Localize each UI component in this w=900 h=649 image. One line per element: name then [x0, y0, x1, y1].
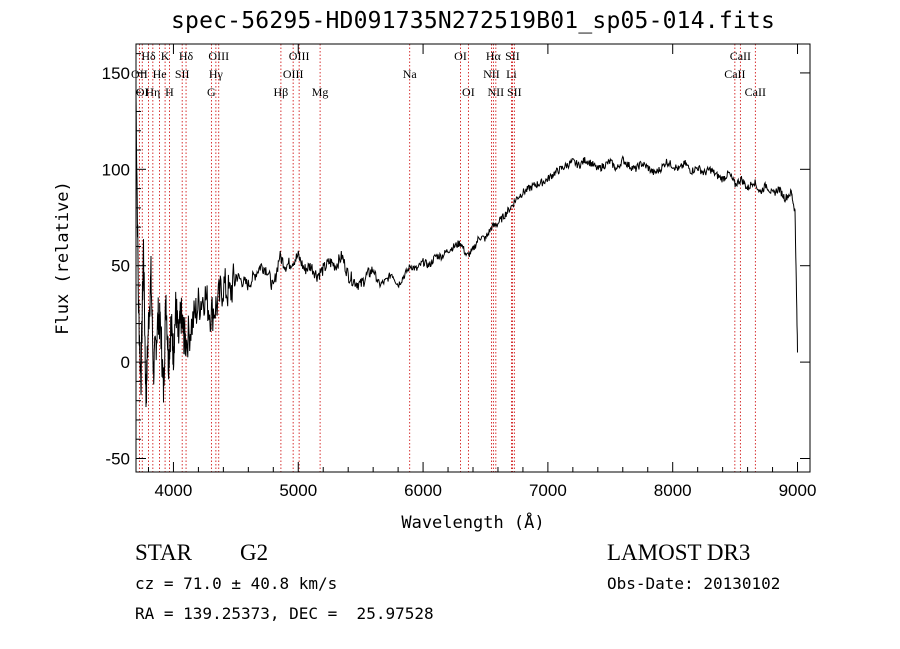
survey-name: LAMOST DR3 [607, 540, 751, 565]
marker-label-13: OIII [283, 67, 304, 81]
x-tick-label-1: 5000 [279, 481, 317, 500]
x-tick-label-5: 9000 [779, 481, 817, 500]
spectrum-line [135, 92, 798, 408]
x-axis-label: Wavelength (Å) [401, 511, 544, 533]
marker-label-14: Na [403, 67, 418, 81]
marker-label-7: SII [505, 49, 520, 63]
marker-label-23: Mg [312, 85, 329, 99]
marker-label-20: H [165, 85, 174, 99]
emission-line-markers [138, 44, 756, 472]
y-tick-label-0: -50 [105, 450, 130, 469]
spectrum-trace [135, 92, 798, 408]
marker-label-11: SII [175, 67, 190, 81]
marker-label-26: SII [507, 85, 522, 99]
marker-label-16: Li [506, 67, 517, 81]
y-tick-label-4: 150 [102, 64, 130, 83]
marker-label-22: Hβ [274, 85, 289, 99]
marker-label-27: CaII [745, 85, 766, 99]
marker-label-18: OI [136, 85, 149, 99]
x-tick-label-3: 7000 [529, 481, 567, 500]
marker-label-8: CaII [730, 49, 751, 63]
x-axis-ticks: 4000 5000 6000 7000 8000 9000 [147, 44, 817, 500]
observation-date: Obs-Date: 20130102 [607, 574, 781, 593]
marker-label-3: OIII [208, 49, 229, 63]
coordinates-readout: RA = 139.25373, DEC = 25.97528 [135, 604, 434, 623]
marker-label-9: OII [131, 67, 148, 81]
y-tick-label-3: 100 [102, 160, 130, 179]
chart-title: spec-56295-HD091735N272519B01_sp05-014.f… [170, 8, 776, 34]
marker-label-10: He [153, 67, 167, 81]
marker-label-19: Hη [145, 85, 160, 99]
y-axis-ticks: -50 0 50 100 150 [102, 53, 810, 469]
marker-label-15: NII [483, 67, 500, 81]
marker-label-6: Hα [486, 49, 502, 63]
marker-label-17: CaII [724, 67, 745, 81]
star-subclass: G2 [240, 540, 269, 565]
marker-label-21: G [207, 85, 216, 99]
y-tick-label-2: 50 [111, 257, 130, 276]
marker-label-25: NII [488, 85, 505, 99]
x-tick-label-4: 8000 [654, 481, 692, 500]
redshift-readout: cz = 71.0 ± 40.8 km/s [135, 574, 338, 593]
marker-label-24: OI [462, 85, 475, 99]
marker-label-2: Hδ [179, 49, 194, 63]
x-tick-label-0: 4000 [155, 481, 193, 500]
marker-label-1: K [161, 49, 170, 63]
star-class: STAR [135, 540, 192, 565]
marker-label-4: OIII [289, 49, 310, 63]
marker-label-5: OI [454, 49, 467, 63]
plot-frame [135, 43, 811, 473]
x-tick-label-2: 6000 [404, 481, 442, 500]
y-tick-label-1: 0 [121, 353, 130, 372]
y-axis-label: Flux (relative) [53, 181, 73, 335]
marker-label-0: Hδ [141, 49, 156, 63]
marker-label-12: Hγ [209, 67, 224, 81]
